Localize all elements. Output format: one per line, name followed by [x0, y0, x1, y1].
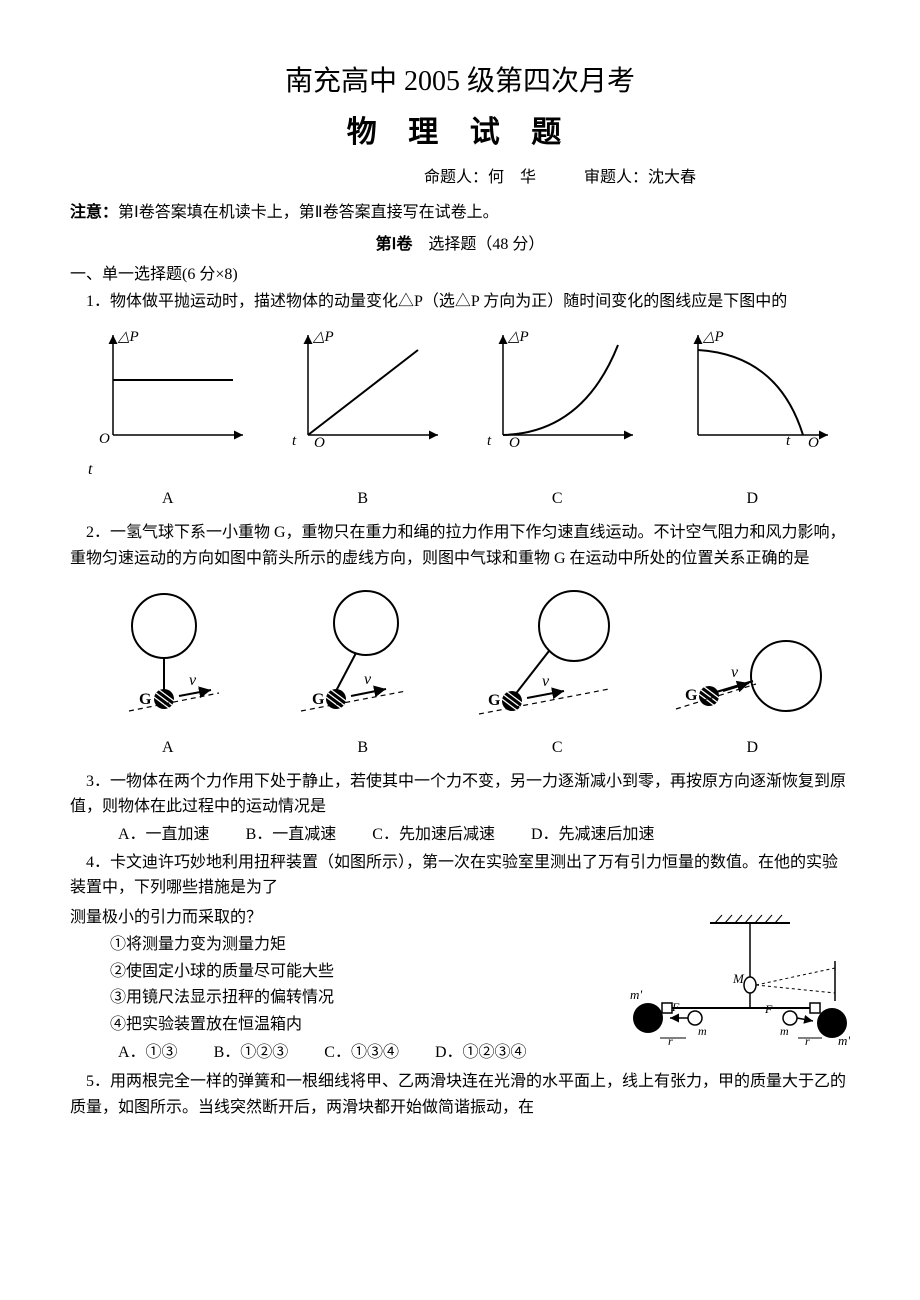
mprime-label: m': [838, 1033, 850, 1048]
section-1-bold: 第Ⅰ卷: [376, 236, 413, 253]
m-label: m: [698, 1024, 707, 1038]
q4-item-4: ④把实验装置放在恒温箱内: [70, 1012, 610, 1038]
q4-line2: 测量极小的引力而采取的？: [70, 905, 610, 931]
q2-fig-d-icon: v G: [661, 581, 831, 731]
mprime-label: m': [630, 987, 642, 1002]
axis-t-label: t: [487, 433, 492, 449]
notice-label: 注意：: [70, 204, 118, 221]
axis-dp-label: △P: [507, 329, 529, 345]
q4-item-1: ①将测量力变为测量力矩: [70, 932, 610, 958]
v-label: v: [542, 673, 550, 690]
q1-opt-c: C: [552, 486, 563, 512]
q1-option-row: A B C D: [70, 486, 850, 512]
v-label: v: [731, 664, 739, 681]
g-label: G: [488, 692, 501, 709]
f-label: F: [671, 1000, 680, 1014]
q1-graph-c-icon: △P O t: [473, 325, 643, 455]
g-label: G: [139, 691, 152, 708]
part-1-header: 一、单一选择题(6 分×8): [70, 262, 850, 288]
axis-o-label: O: [509, 435, 520, 451]
cavendish-apparatus-icon: M m m m' m' F F r r: [610, 913, 850, 1053]
notice-text: 第Ⅰ卷答案填在机读卡上，第Ⅱ卷答案直接写在试卷上。: [118, 204, 499, 221]
q4-line1: 4．卡文迪许巧妙地利用扭秤装置（如图所示），第一次在实验室里测出了万有引力恒量的…: [70, 850, 850, 901]
q2-fig-b-icon: v G: [276, 581, 426, 731]
f-label: F: [764, 1002, 773, 1016]
q1-opt-d: D: [746, 486, 758, 512]
v-label: v: [189, 672, 197, 689]
q3-opt-b: B．一直减速: [246, 826, 337, 843]
axis-dp-label: △P: [702, 329, 724, 345]
authors-line: 命题人：何 华 审题人：沈大春: [70, 165, 850, 191]
q1-graph-b-icon: △P O t: [278, 325, 448, 455]
axis-t-label: t: [292, 433, 297, 449]
m-mirror-label: M: [732, 971, 745, 986]
q1-opt-b: B: [357, 486, 368, 512]
q2-opt-a: A: [162, 735, 174, 761]
q3-opt-d: D．先减速后加速: [531, 826, 655, 843]
axis-o-label: O: [808, 435, 819, 451]
section-1-rest: 选择题（48 分）: [412, 236, 544, 253]
q1-text: 1．物体做平抛运动时，描述物体的动量变化△P（选△P 方向为正）随时间变化的图线…: [70, 289, 850, 315]
q1-t-under-a: t: [88, 457, 850, 483]
axis-o-label: O: [99, 431, 110, 447]
q4-item-2: ②使固定小球的质量尽可能大些: [70, 959, 610, 985]
q3-opt-c: C．先加速后减速: [372, 826, 495, 843]
r-label: r: [668, 1034, 673, 1048]
q5-text: 5．用两根完全一样的弹簧和一根细线将甲、乙两滑块连在光滑的水平面上，线上有张力，…: [70, 1069, 850, 1120]
axis-dp-label: △P: [117, 329, 139, 345]
q4-item-3: ③用镜尺法显示扭秤的偏转情况: [70, 985, 610, 1011]
title-main: 南充高中 2005 级第四次月考: [70, 60, 850, 105]
q1-graph-d-icon: △P O t: [668, 325, 838, 455]
notice-line: 注意：第Ⅰ卷答案填在机读卡上，第Ⅱ卷答案直接写在试卷上。: [70, 200, 850, 226]
title-sub: 物 理 试 题: [70, 109, 850, 157]
g-label: G: [312, 691, 325, 708]
q3-options: A．一直加速 B．一直减速 C．先加速后减速 D．先减速后加速: [70, 822, 850, 848]
q3-text: 3．一物体在两个力作用下处于静止，若使其中一个力不变，另一力逐渐减小到零，再按原…: [70, 769, 850, 820]
q2-opt-b: B: [357, 735, 368, 761]
q1-graph-row: △P O △P O t △P O t △P O t: [70, 325, 850, 455]
q4-opt-c: C．①③④: [324, 1044, 399, 1061]
section-1-header: 第Ⅰ卷 选择题（48 分）: [70, 232, 850, 258]
g-label: G: [685, 687, 698, 704]
q4-options: A．①③ B．①②③ C．①③④ D．①②③④: [70, 1040, 610, 1066]
r-label: r: [805, 1034, 810, 1048]
axis-dp-label: △P: [312, 329, 334, 345]
q4-opt-b: B．①②③: [214, 1044, 289, 1061]
q1-opt-a: A: [162, 486, 174, 512]
v-label: v: [364, 671, 372, 688]
q2-option-row: A B C D: [70, 735, 850, 761]
q2-opt-d: D: [746, 735, 758, 761]
q4-opt-a: A．①③: [118, 1044, 178, 1061]
q2-opt-c: C: [552, 735, 563, 761]
m-label: m: [780, 1024, 789, 1038]
q2-fig-a-icon: v G: [89, 581, 239, 731]
q4-opt-d: D．①②③④: [435, 1044, 527, 1061]
axis-o-label: O: [314, 435, 325, 451]
q1-graph-a-icon: △P O: [83, 325, 253, 455]
q2-text: 2．一氢气球下系一小重物 G，重物只在重力和绳的拉力作用下作匀速直线运动。不计空…: [70, 520, 850, 571]
q2-fig-c-icon: v G: [464, 581, 624, 731]
q2-figure-row: v G v G v G: [70, 581, 850, 731]
q3-opt-a: A．一直加速: [118, 826, 210, 843]
